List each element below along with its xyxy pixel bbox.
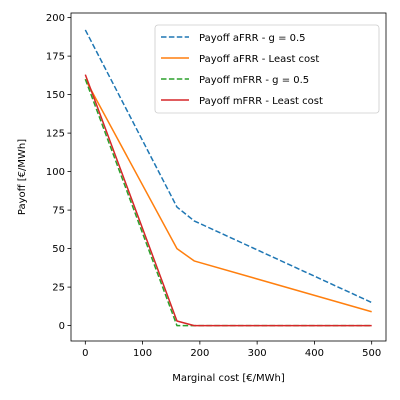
x-tick-label: 100 <box>133 348 152 359</box>
y-tick-label: 25 <box>52 283 65 294</box>
x-tick-label: 500 <box>362 348 381 359</box>
series-line-4 <box>84 74 372 327</box>
x-axis-label: Marginal cost [€/MWh] <box>172 373 285 384</box>
legend: Payoff aFRR - g = 0.5 Payoff aFRR - Least… <box>154 24 380 114</box>
y-tick-label: 50 <box>52 244 65 255</box>
axes-frame <box>70 12 387 342</box>
legend-label: Payoff aFRR - Least cost <box>199 54 319 65</box>
y-tick-label: 125 <box>46 129 65 140</box>
legend-label: Payoff aFRR - g = 0.5 <box>199 33 306 44</box>
x-tick-label: 200 <box>190 348 209 359</box>
y-tick-label: 150 <box>46 90 65 101</box>
y-axis-label: Payoff [€/MWh] <box>17 139 28 215</box>
legend-label: Payoff mFRR - g = 0.5 <box>199 75 309 86</box>
legend-box <box>154 24 380 114</box>
y-tick-label: 175 <box>46 52 65 63</box>
series-line-1 <box>84 29 372 304</box>
legend-label: Payoff mFRR - Least cost <box>199 96 323 107</box>
y-tick-label: 100 <box>46 167 65 178</box>
y-tick-label: 75 <box>52 206 65 217</box>
y-tick-label: 0 <box>59 321 65 332</box>
series-line-2 <box>84 78 372 313</box>
plot-area <box>84 29 372 327</box>
x-tick-label: 300 <box>248 348 267 359</box>
y-tick-label: 200 <box>46 13 65 24</box>
x-axis: 0 100 200 300 400 500 <box>82 341 381 359</box>
x-tick-label: 0 <box>82 348 88 359</box>
x-tick-label: 400 <box>305 348 324 359</box>
y-axis: 0 25 50 75 100 125 150 175 200 <box>46 13 71 332</box>
